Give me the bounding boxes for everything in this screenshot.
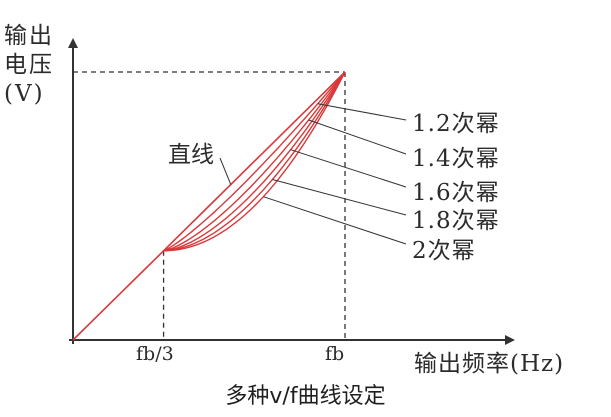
x-axis-label: 输出频率(Hz): [414, 351, 565, 377]
y-axis-label-line-1: 输出: [4, 23, 54, 49]
y-axis-label-line-2: 电压: [4, 52, 54, 78]
series-curve-2: [163, 71, 346, 252]
figure-caption: 多种v/f曲线设定: [225, 384, 386, 409]
y-axis-label-line-3: (V): [4, 81, 45, 107]
straight-line-label: 直线: [168, 142, 214, 168]
y-axis-label: 输出 电压 (V): [4, 22, 54, 109]
series-straight-line: [72, 71, 346, 341]
leader-line-3: [290, 149, 407, 188]
series-curve-3: [163, 71, 346, 252]
series-curve-5: [163, 71, 346, 252]
leader-line-1: [317, 103, 407, 121]
series-label-2: 2次幂: [412, 238, 476, 264]
leader-line-5: [263, 196, 407, 245]
leader-line-4: [272, 179, 407, 216]
series-label-1-8: 1.8次幂: [412, 208, 500, 234]
series-label-1-2: 1.2次幂: [412, 111, 500, 137]
leader-line-straight: [219, 157, 232, 185]
series-label-1-6: 1.6次幂: [412, 180, 500, 206]
x-tick-fb: fb: [325, 343, 345, 365]
series-label-1-4: 1.4次幂: [412, 146, 500, 172]
x-tick-fb-third: fb/3: [136, 343, 174, 365]
series-curve-1: [163, 71, 346, 252]
leader-line-2: [308, 119, 407, 155]
